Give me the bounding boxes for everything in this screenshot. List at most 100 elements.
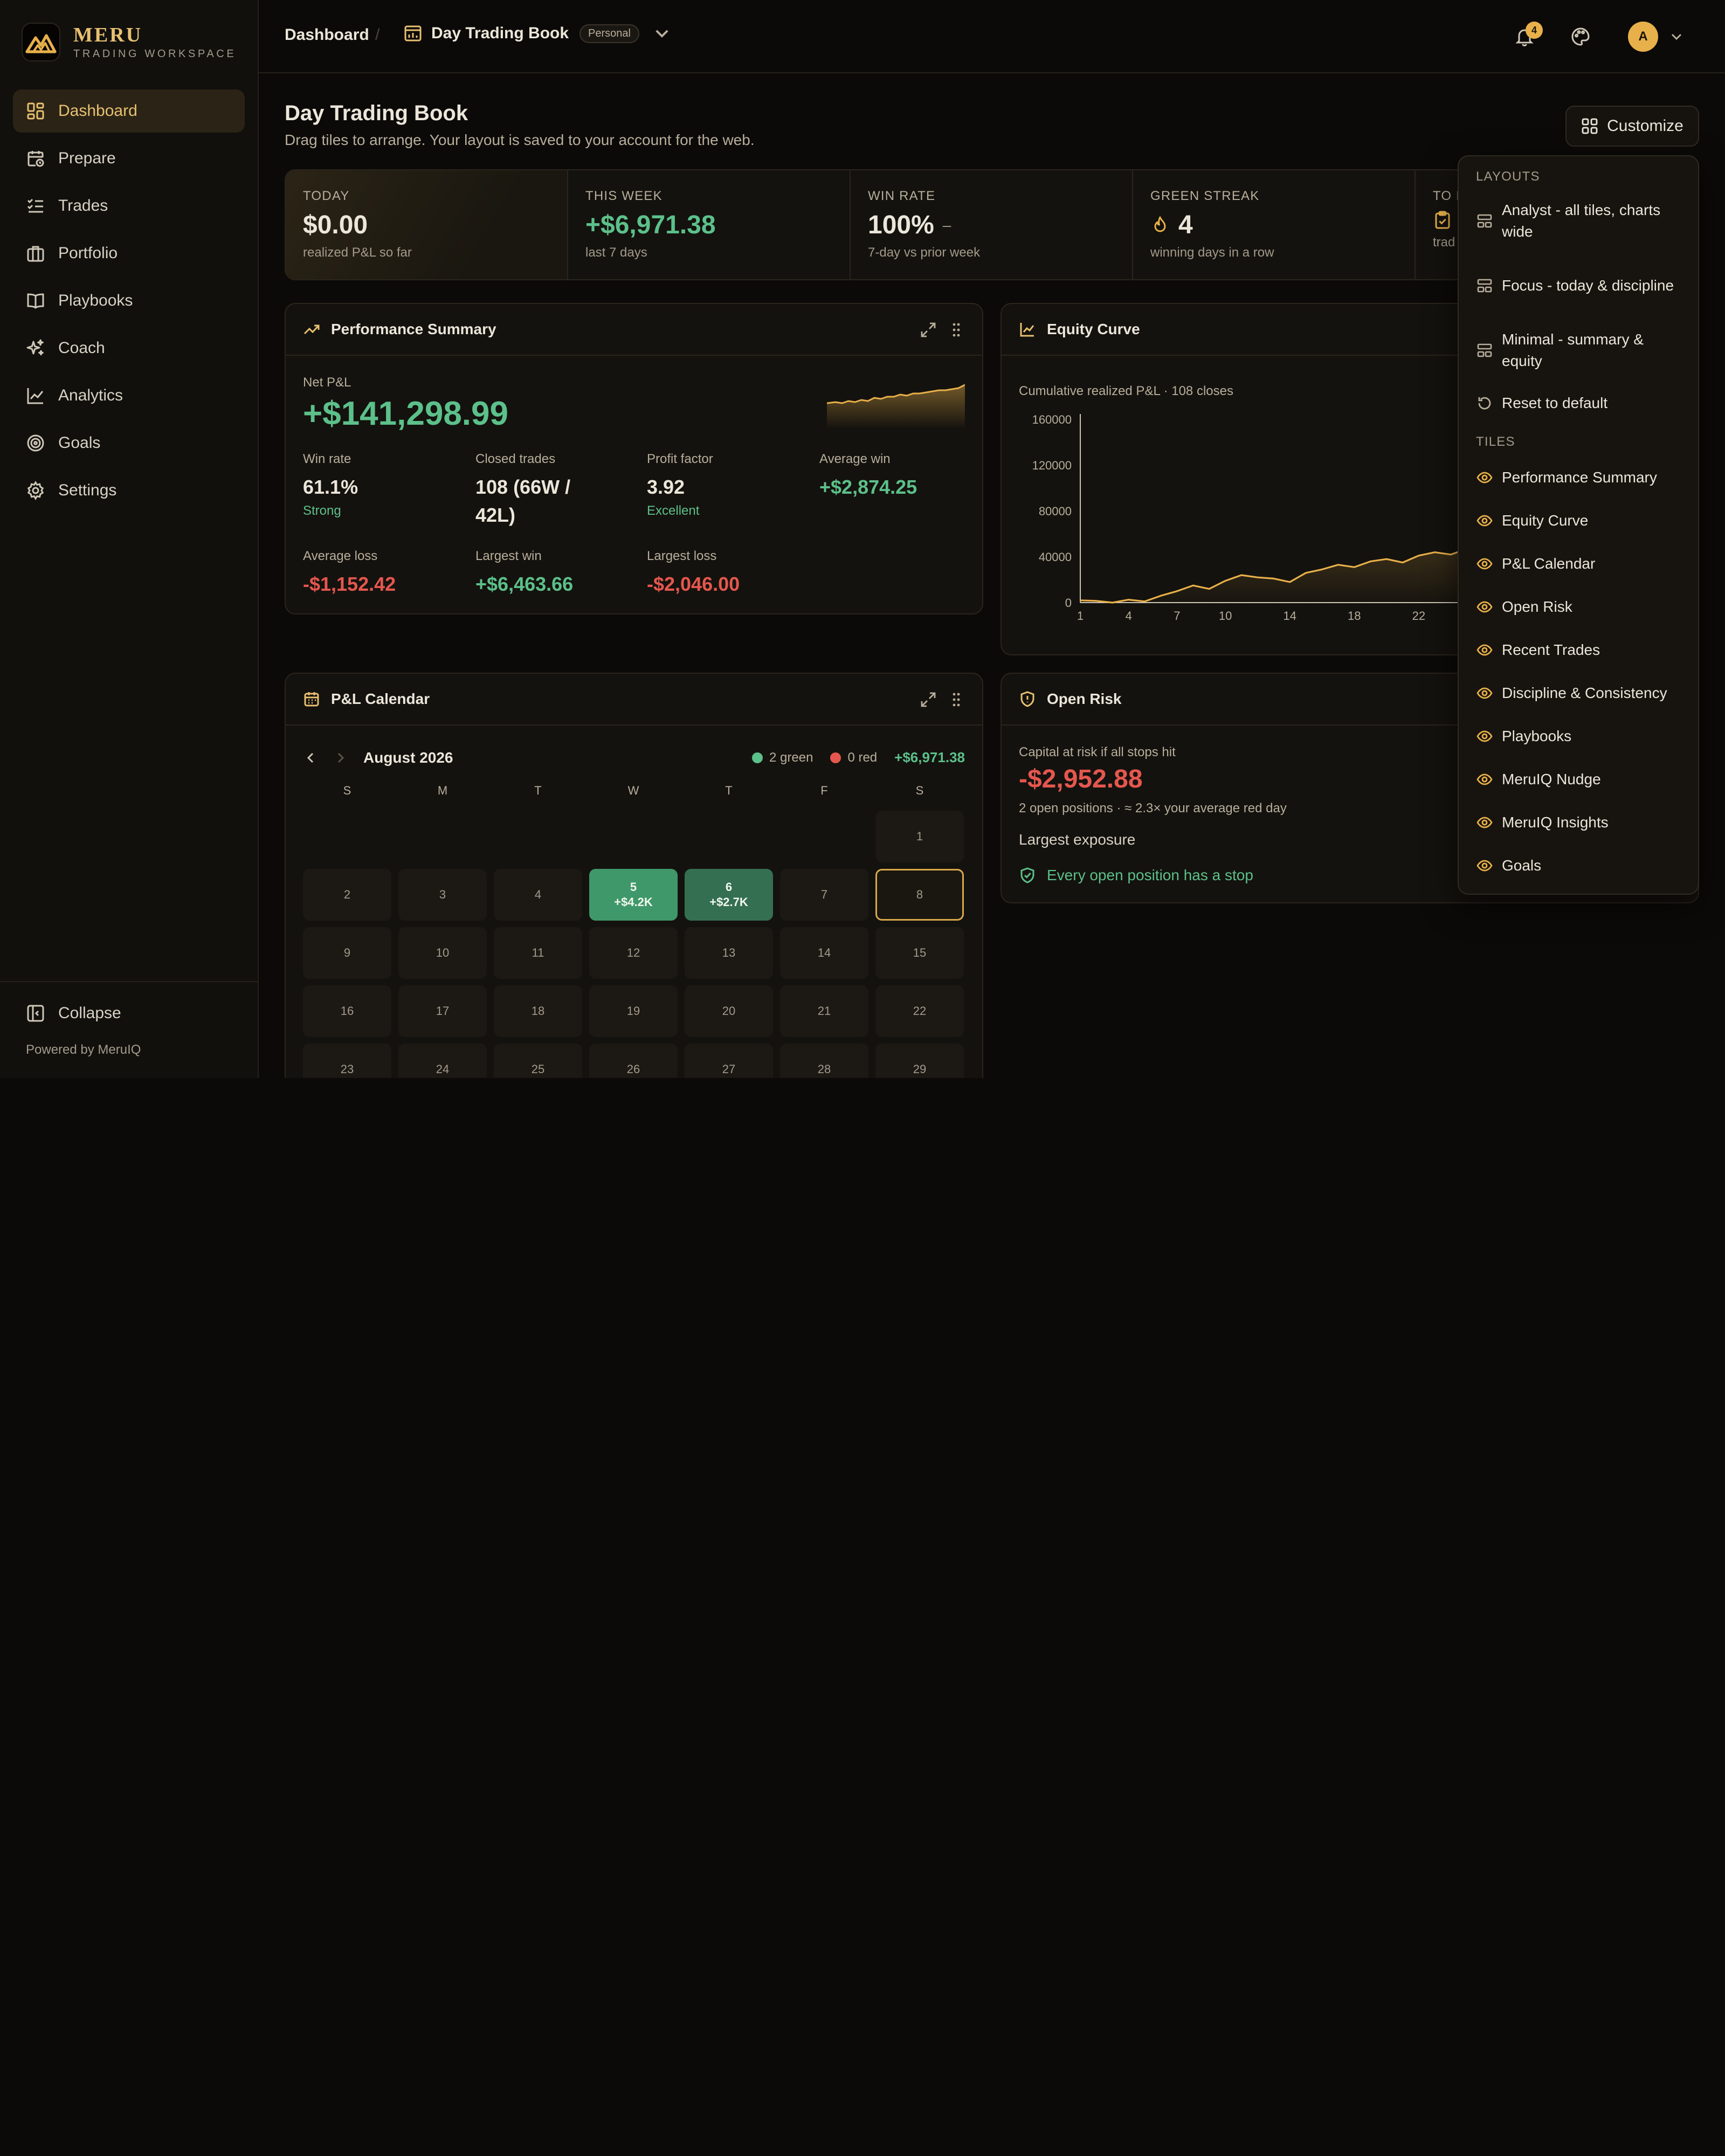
calendar-day[interactable]: 15	[875, 927, 964, 979]
chevron-left-icon[interactable]	[303, 750, 318, 765]
layout-option-label: Reset to default	[1502, 395, 1608, 411]
metric-label: Profit factor	[647, 452, 713, 466]
day-number: 15	[913, 946, 927, 959]
calendar-day[interactable]: 20	[685, 985, 773, 1037]
sidebar-item-analytics[interactable]: Analytics	[13, 374, 245, 417]
palette-icon[interactable]	[1570, 26, 1591, 47]
calendar-nav: August 2026	[303, 749, 453, 766]
day-number: 2	[343, 888, 351, 901]
tile-toggle[interactable]: Discipline & Consistency	[1459, 672, 1698, 715]
tile-toggle[interactable]: Recent Trades	[1459, 628, 1698, 672]
tile-toggle[interactable]: Performance Summary	[1459, 456, 1698, 499]
calendar-day[interactable]: 23	[303, 1044, 391, 1078]
layout-option[interactable]: Focus - today & discipline	[1459, 253, 1698, 318]
calendar-day[interactable]: 5 +$4.2K	[589, 869, 678, 921]
eye-icon	[1476, 472, 1493, 483]
sidebar-item-prepare[interactable]: Prepare	[13, 137, 245, 180]
tile-toggle[interactable]: Equity Curve	[1459, 499, 1698, 542]
stat-label: WIN RATE	[868, 189, 936, 203]
net-pl-label: Net P&L	[303, 375, 351, 390]
calendar-day[interactable]: 2	[303, 869, 391, 921]
calendar-day[interactable]: 21	[780, 985, 868, 1037]
calendar-day[interactable]: 22	[875, 985, 964, 1037]
sidebar-item-trades[interactable]: Trades	[13, 184, 245, 227]
shield-check-icon	[1020, 867, 1034, 883]
calendar-day[interactable]: 19	[589, 985, 678, 1037]
sidebar-item-settings[interactable]: Settings	[13, 469, 245, 512]
tile-toggle[interactable]: Open Risk	[1459, 585, 1698, 628]
tile-toggle-label: Equity Curve	[1502, 512, 1589, 529]
tile-toggle[interactable]: Goals	[1459, 844, 1698, 887]
tile-toggle[interactable]: MeruIQ Nudge	[1459, 758, 1698, 801]
calendar-day[interactable]: 18	[494, 985, 582, 1037]
layout-option[interactable]: Minimal - summary & equity	[1459, 318, 1698, 383]
calendar-day[interactable]: 8	[875, 869, 964, 921]
collapse-button[interactable]: Collapse	[26, 1004, 121, 1023]
sidebar-item-playbooks[interactable]: Playbooks	[13, 279, 245, 322]
breadcrumb-dashboard[interactable]: Dashboard	[285, 26, 369, 44]
stat-this-week[interactable]: THIS WEEK +$6,971.38 last 7 days	[568, 170, 851, 279]
pl-calendar-tile[interactable]: P&L Calendar August 2026 2 green 0 red +…	[285, 673, 983, 1078]
sidebar-item-dashboard[interactable]: Dashboard	[13, 89, 245, 133]
sidebar-item-portfolio[interactable]: Portfolio	[13, 232, 245, 275]
expand-icon[interactable]	[920, 321, 937, 338]
sidebar-item-goals[interactable]: Goals	[13, 421, 245, 465]
calendar-day[interactable]: 27	[685, 1044, 773, 1078]
calendar-day[interactable]: 3	[398, 869, 487, 921]
layout-option[interactable]: Analyst - all tiles, charts wide	[1459, 189, 1698, 253]
day-number: 17	[436, 1004, 450, 1018]
chevron-down-icon[interactable]	[1669, 29, 1684, 44]
calendar-day[interactable]: 25	[494, 1044, 582, 1078]
chevron-right-icon[interactable]	[333, 750, 348, 765]
tile-toggle[interactable]: Playbooks	[1459, 715, 1698, 758]
calendar-day[interactable]: 4	[494, 869, 582, 921]
briefcase-icon	[26, 244, 45, 263]
day-number: 4	[534, 888, 542, 901]
clipboard-check-icon	[1435, 211, 1450, 229]
calendar-day[interactable]: 17	[398, 985, 487, 1037]
calendar-day[interactable]: 9	[303, 927, 391, 979]
calendar-day[interactable]: 13	[685, 927, 773, 979]
calendar-day[interactable]: 11	[494, 927, 582, 979]
notification-count-badge: 4	[1526, 22, 1543, 39]
tile-toggle-label: MeruIQ Nudge	[1502, 771, 1601, 787]
calendar-month: August 2026	[363, 749, 453, 766]
brand[interactable]: MERU TRADING WORKSPACE	[22, 23, 236, 61]
day-number: 6	[725, 880, 733, 894]
calendar-day[interactable]: 10	[398, 927, 487, 979]
calendar-day[interactable]: 26	[589, 1044, 678, 1078]
calendar-day[interactable]: 1	[875, 811, 964, 862]
day-number: 25	[531, 1062, 545, 1076]
sidebar-item-coach[interactable]: Coach	[13, 327, 245, 370]
stat-todo[interactable]: TO I trad	[1416, 170, 1698, 279]
layout-grid-icon	[1582, 118, 1598, 134]
performance-summary-tile[interactable]: Performance Summary Net P&L +$141,298.99…	[285, 303, 983, 614]
calendar-day[interactable]: 24	[398, 1044, 487, 1078]
drag-handle-icon[interactable]	[948, 691, 965, 708]
calendar-day[interactable]: 28	[780, 1044, 868, 1078]
calendar-day[interactable]: 14	[780, 927, 868, 979]
chevron-down-icon[interactable]	[652, 24, 672, 43]
sidebar-item-label: Goals	[58, 434, 101, 452]
calendar-day[interactable]: 7	[780, 869, 868, 921]
drag-handle-icon[interactable]	[948, 321, 965, 338]
day-number: 13	[722, 946, 736, 959]
calendar-day[interactable]: 12	[589, 927, 678, 979]
stat-win-rate[interactable]: WIN RATE 100% – 7-day vs prior week	[851, 170, 1133, 279]
stat-today[interactable]: TODAY $0.00 realized P&L so far	[286, 170, 568, 279]
tiles-heading: TILES	[1476, 434, 1515, 449]
sparkles-icon	[26, 338, 45, 358]
tile-toggle[interactable]: P&L Calendar	[1459, 542, 1698, 585]
layout-option[interactable]: Reset to default	[1459, 383, 1698, 424]
calendar-total: +$6,971.38	[894, 749, 965, 765]
calendar-day[interactable]: 6 +$2.7K	[685, 869, 773, 921]
day-number: 1	[916, 830, 923, 843]
tile-toggle[interactable]: MeruIQ Insights	[1459, 801, 1698, 844]
expand-icon[interactable]	[920, 691, 937, 708]
calendar-day[interactable]: 16	[303, 985, 391, 1037]
book-switcher[interactable]: Day Trading Book Personal	[403, 24, 680, 43]
stat-green-streak[interactable]: GREEN STREAK 4 winning days in a row	[1133, 170, 1416, 279]
calendar-day[interactable]: 29	[875, 1044, 964, 1078]
customize-button[interactable]: Customize	[1565, 106, 1699, 147]
avatar[interactable]: A	[1628, 22, 1658, 52]
